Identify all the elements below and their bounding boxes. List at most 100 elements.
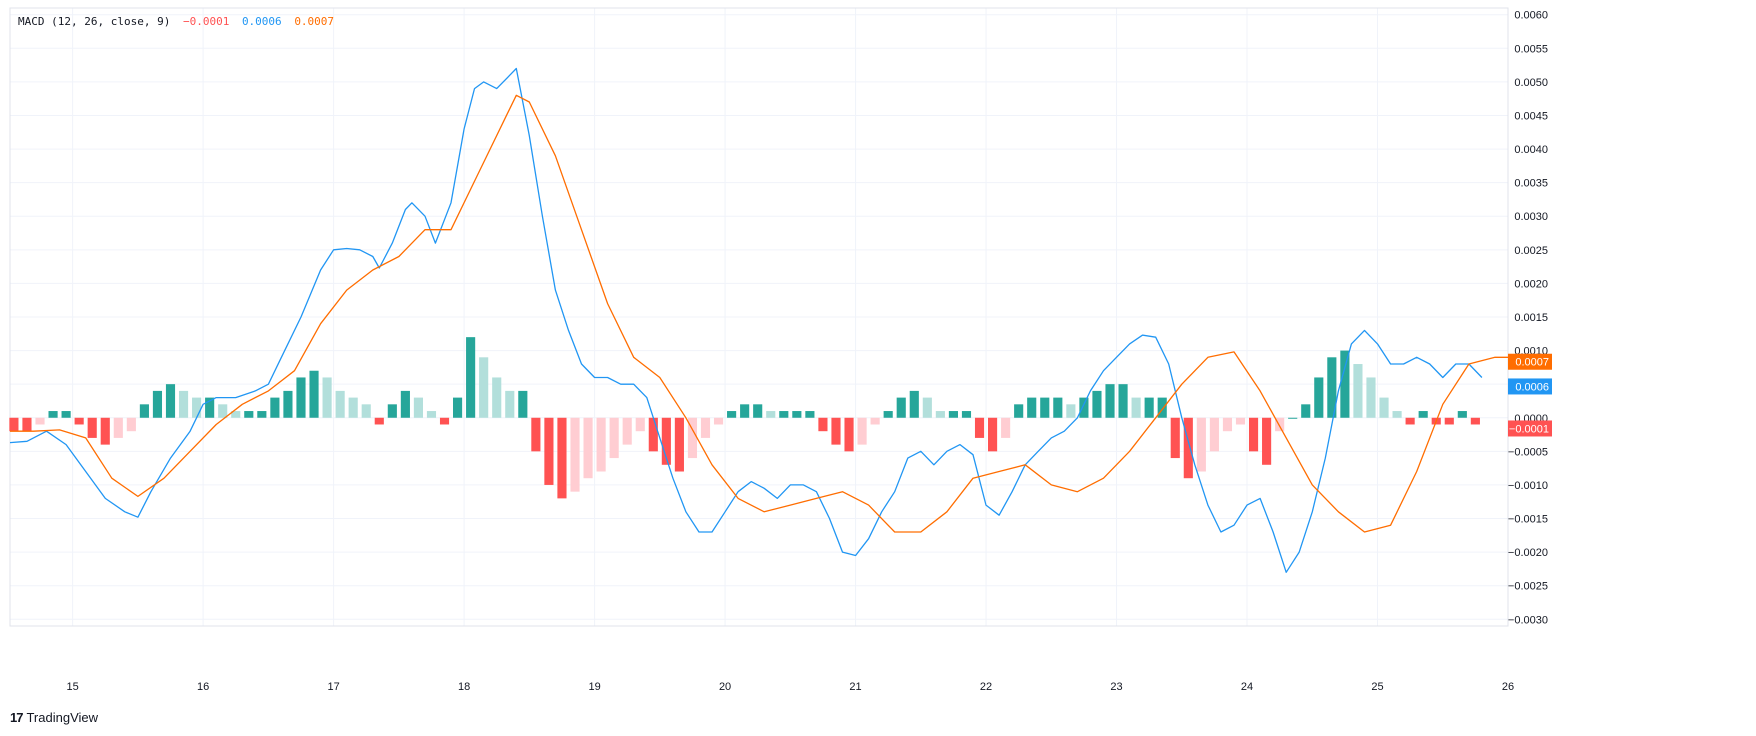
histogram-bar — [1079, 397, 1089, 418]
histogram-bar — [896, 397, 906, 418]
histogram-bar — [544, 417, 554, 485]
histogram-bar — [126, 417, 136, 432]
histogram-bar — [139, 404, 149, 418]
histogram-bar — [700, 417, 711, 438]
histogram-bar — [1444, 417, 1454, 425]
x-tick-label: 26 — [1502, 681, 1514, 693]
y-tick-label: −0.0005 — [1508, 446, 1548, 458]
x-tick-label: 19 — [588, 681, 600, 693]
histogram-value: −0.0001 — [182, 15, 230, 28]
histogram-bar — [740, 404, 750, 418]
histogram-bar — [1275, 417, 1285, 432]
histogram-bar — [283, 390, 293, 418]
macd-last-value-label-text: 0.0006 — [1515, 381, 1549, 393]
histogram-bar — [1327, 357, 1337, 418]
histogram-bar — [1457, 411, 1467, 418]
histogram-bar — [100, 417, 110, 445]
histogram-bar — [387, 404, 397, 418]
histogram-last-value-label: −0.0001 — [1508, 420, 1552, 437]
histogram-last-value-label-text: −0.0001 — [1509, 423, 1549, 435]
histogram-bar — [453, 397, 463, 418]
histogram-bar — [1248, 417, 1259, 452]
histogram-bar — [165, 384, 176, 418]
histogram-bar — [596, 417, 606, 472]
histogram-bar — [1353, 364, 1363, 418]
histogram-bar — [609, 417, 619, 459]
histogram-bar — [531, 417, 541, 452]
histogram-bar — [792, 411, 802, 418]
macd-value: 0.0006 — [241, 15, 282, 28]
histogram-bar — [622, 417, 632, 445]
histogram-bar — [1340, 350, 1350, 418]
y-tick-label: 0.0030 — [1514, 211, 1548, 223]
histogram-bar — [505, 390, 515, 418]
histogram-bar — [1157, 397, 1167, 418]
histogram-bar — [87, 417, 97, 438]
study-legend: MACD (12, 26, close, 9) −0.0001 0.0006 0… — [18, 15, 340, 28]
histogram-bar — [1066, 404, 1076, 418]
x-tick-label: 22 — [980, 681, 992, 693]
y-tick-label: −0.0015 — [1508, 514, 1548, 526]
histogram-bar — [309, 370, 319, 418]
histogram-bar — [1235, 417, 1246, 425]
macd-line — [9, 67, 1483, 573]
histogram-bar — [361, 404, 371, 418]
histogram-bar — [1301, 404, 1311, 418]
histogram-bar — [909, 390, 919, 418]
histogram-bar — [218, 404, 228, 418]
histogram-bar — [270, 397, 280, 418]
brand-name: TradingView — [26, 710, 99, 725]
histogram-bar — [9, 417, 19, 432]
histogram-bar — [492, 377, 502, 418]
y-tick-label: 0.0015 — [1514, 312, 1548, 324]
histogram-bar — [974, 417, 985, 438]
histogram-bar — [687, 417, 698, 459]
histogram-bar — [35, 417, 45, 425]
histogram-bar — [48, 411, 58, 418]
histogram-bar — [1288, 417, 1298, 419]
histogram-bar — [1262, 417, 1272, 465]
y-tick-label: 0.0050 — [1514, 77, 1548, 89]
histogram-bar — [178, 390, 189, 418]
study-title[interactable]: MACD (12, 26, close, 9) — [18, 15, 171, 28]
histogram-bar — [518, 390, 528, 418]
histogram-bar — [1027, 397, 1037, 418]
histogram-bar — [61, 411, 71, 418]
histogram-bar — [779, 411, 789, 418]
histogram-bar — [74, 417, 84, 425]
tradingview-brand[interactable]: 17 TradingView — [10, 710, 98, 725]
histogram-bar — [1118, 384, 1128, 418]
histogram-bar — [1131, 397, 1141, 418]
histogram-bar — [1105, 384, 1115, 418]
histogram-bar — [413, 397, 423, 418]
histogram-bar — [870, 417, 880, 425]
y-tick-label: 0.0055 — [1514, 43, 1548, 55]
histogram-bar — [1170, 417, 1180, 459]
histogram-bar — [753, 404, 763, 418]
histogram-bar — [1379, 397, 1389, 418]
histogram-bar — [883, 411, 893, 418]
histogram-bar — [1053, 397, 1063, 418]
histogram-bar — [948, 411, 958, 418]
histogram-bar — [466, 337, 476, 418]
signal-last-value-label-bg — [1508, 353, 1552, 370]
histogram-bar — [479, 357, 489, 418]
signal-last-value-label: 0.0007 — [1508, 353, 1552, 370]
histogram-bar — [583, 417, 593, 479]
histogram-bar — [1196, 417, 1206, 472]
x-tick-label: 18 — [458, 681, 470, 693]
histogram-bar — [1418, 411, 1428, 418]
histogram-bar — [1144, 397, 1154, 418]
histogram-bar — [257, 411, 267, 418]
histogram-bar — [322, 377, 332, 418]
histogram-bar — [648, 417, 658, 452]
x-tick-label: 17 — [327, 681, 339, 693]
histogram-bar — [1314, 377, 1324, 418]
x-tick-label: 24 — [1241, 681, 1253, 693]
histogram-bar — [244, 411, 254, 418]
y-tick-label: 0.0045 — [1514, 110, 1548, 122]
histogram-bar — [1392, 411, 1402, 418]
signal-line — [10, 94, 1508, 533]
y-tick-label: 0.0020 — [1514, 278, 1548, 290]
